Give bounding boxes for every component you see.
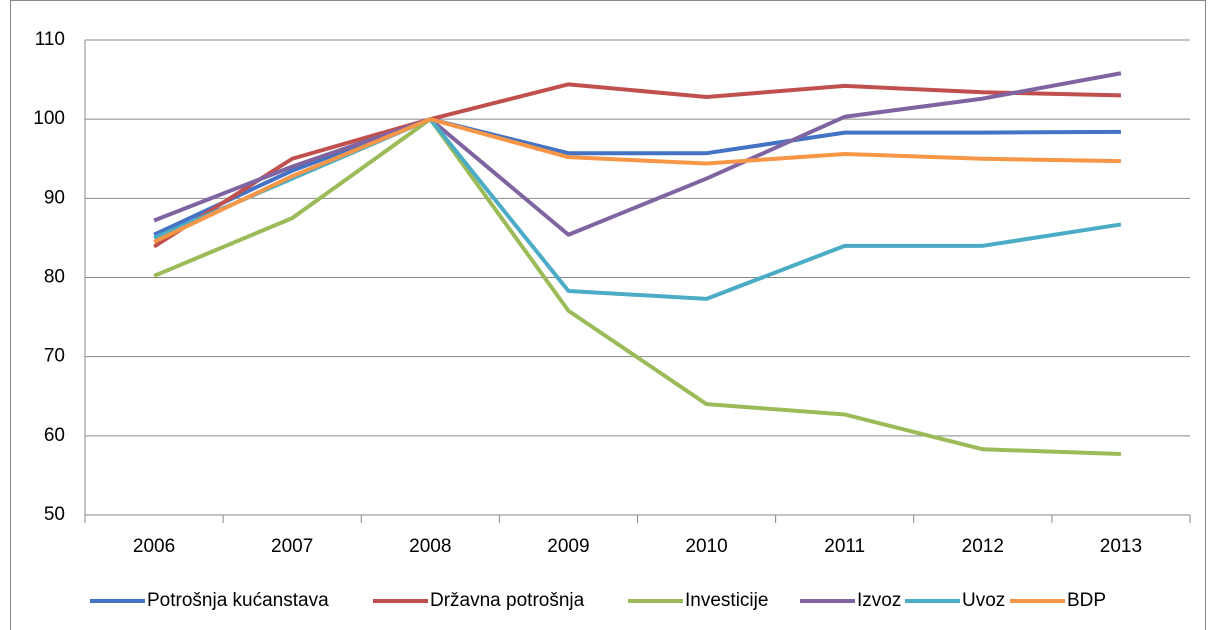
chart-frame bbox=[10, 0, 1206, 630]
series-line bbox=[153, 117, 1121, 237]
y-tick-label: 50 bbox=[44, 504, 65, 525]
legend-label: Uvoz bbox=[962, 590, 1005, 611]
x-tick-label: 2010 bbox=[685, 536, 727, 557]
x-tick-label: 2006 bbox=[133, 536, 175, 557]
series-line bbox=[152, 82, 1121, 249]
y-tick-label: 110 bbox=[35, 29, 65, 50]
x-tick-label: 2013 bbox=[1100, 536, 1142, 557]
y-tick-label: 70 bbox=[44, 346, 65, 367]
legend-label: Izvoz bbox=[857, 590, 901, 611]
series-line bbox=[153, 117, 1122, 457]
series-line bbox=[153, 71, 1122, 237]
x-tick-label: 2012 bbox=[962, 536, 1004, 557]
series-line bbox=[153, 117, 1121, 244]
x-tick-label: 2011 bbox=[824, 536, 865, 557]
y-tick-label: 80 bbox=[44, 267, 65, 288]
y-tick-label: 90 bbox=[44, 187, 65, 208]
x-tick-label: 2009 bbox=[547, 536, 589, 557]
x-tick-label: 2007 bbox=[271, 536, 313, 557]
legend-label: Investicije bbox=[685, 590, 768, 611]
y-tick-label: 100 bbox=[33, 108, 65, 129]
y-tick-label: 60 bbox=[44, 425, 65, 446]
legend-label: Potrošnja kućanstava bbox=[147, 590, 329, 611]
x-tick-label: 2008 bbox=[409, 536, 451, 557]
legend-label: Državna potrošnja bbox=[430, 590, 585, 611]
legend-label: BDP bbox=[1067, 590, 1106, 611]
